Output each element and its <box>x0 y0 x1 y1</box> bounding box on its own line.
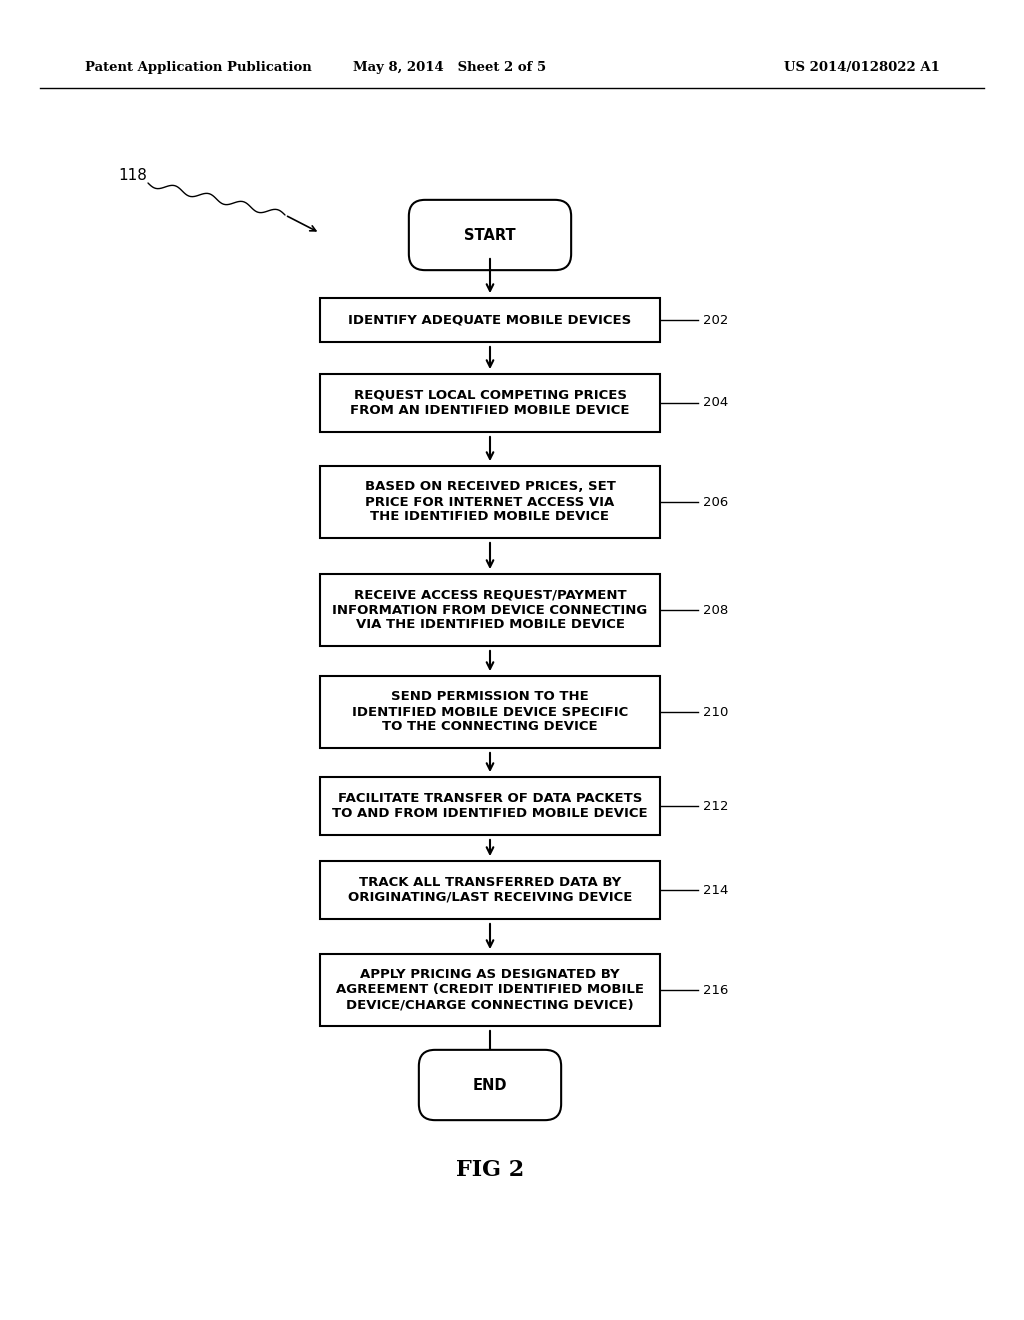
Text: START: START <box>464 227 516 243</box>
Bar <box>319 374 660 432</box>
Text: 204: 204 <box>703 396 728 409</box>
Bar <box>319 777 660 836</box>
Text: FIG 2: FIG 2 <box>456 1159 524 1181</box>
Bar <box>319 676 660 748</box>
Text: 214: 214 <box>703 883 728 896</box>
Text: US 2014/0128022 A1: US 2014/0128022 A1 <box>784 62 940 74</box>
Text: Patent Application Publication: Patent Application Publication <box>85 62 311 74</box>
Text: 208: 208 <box>703 603 728 616</box>
Text: May 8, 2014   Sheet 2 of 5: May 8, 2014 Sheet 2 of 5 <box>353 62 547 74</box>
Bar <box>319 954 660 1026</box>
Text: 118: 118 <box>118 168 146 182</box>
Text: FACILITATE TRANSFER OF DATA PACKETS
TO AND FROM IDENTIFIED MOBILE DEVICE: FACILITATE TRANSFER OF DATA PACKETS TO A… <box>332 792 648 820</box>
Bar <box>319 298 660 342</box>
Text: 210: 210 <box>703 705 728 718</box>
Text: SEND PERMISSION TO THE
IDENTIFIED MOBILE DEVICE SPECIFIC
TO THE CONNECTING DEVIC: SEND PERMISSION TO THE IDENTIFIED MOBILE… <box>352 690 628 734</box>
Text: 216: 216 <box>703 983 728 997</box>
FancyBboxPatch shape <box>409 199 571 271</box>
Bar <box>319 466 660 539</box>
Bar <box>319 861 660 919</box>
Text: END: END <box>473 1077 507 1093</box>
Text: 212: 212 <box>703 800 728 813</box>
Text: RECEIVE ACCESS REQUEST/PAYMENT
INFORMATION FROM DEVICE CONNECTING
VIA THE IDENTI: RECEIVE ACCESS REQUEST/PAYMENT INFORMATI… <box>333 589 647 631</box>
Text: BASED ON RECEIVED PRICES, SET
PRICE FOR INTERNET ACCESS VIA
THE IDENTIFIED MOBIL: BASED ON RECEIVED PRICES, SET PRICE FOR … <box>365 480 615 524</box>
Text: TRACK ALL TRANSFERRED DATA BY
ORIGINATING/LAST RECEIVING DEVICE: TRACK ALL TRANSFERRED DATA BY ORIGINATIN… <box>348 876 632 904</box>
Text: 202: 202 <box>703 314 728 326</box>
FancyBboxPatch shape <box>419 1049 561 1121</box>
Text: REQUEST LOCAL COMPETING PRICES
FROM AN IDENTIFIED MOBILE DEVICE: REQUEST LOCAL COMPETING PRICES FROM AN I… <box>350 389 630 417</box>
Text: 206: 206 <box>703 495 728 508</box>
Bar <box>319 574 660 645</box>
Text: IDENTIFY ADEQUATE MOBILE DEVICES: IDENTIFY ADEQUATE MOBILE DEVICES <box>348 314 632 326</box>
Text: APPLY PRICING AS DESIGNATED BY
AGREEMENT (CREDIT IDENTIFIED MOBILE
DEVICE/CHARGE: APPLY PRICING AS DESIGNATED BY AGREEMENT… <box>336 969 644 1011</box>
